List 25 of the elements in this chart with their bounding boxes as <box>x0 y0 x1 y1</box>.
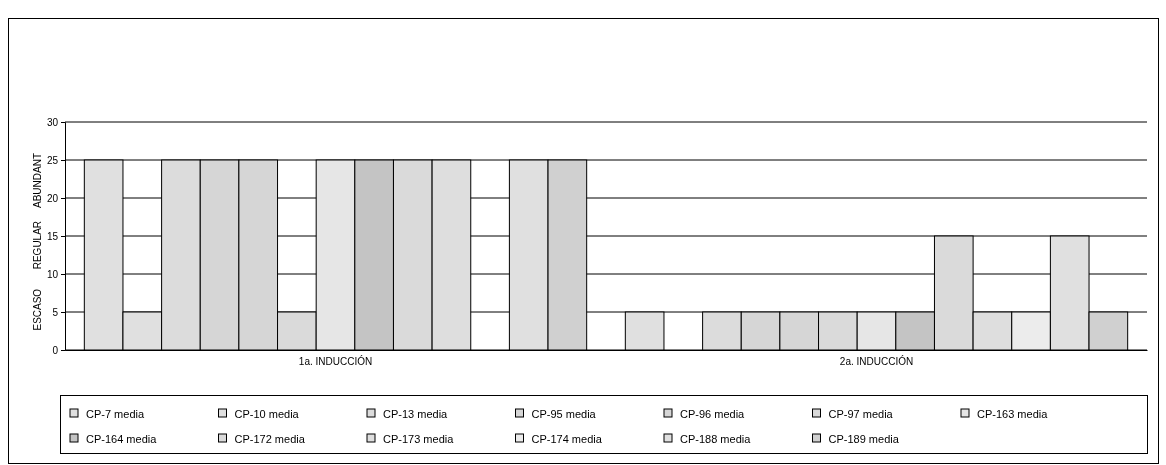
legend-label: CP-95 media <box>531 407 597 420</box>
legend-label: CP-96 media <box>680 407 746 420</box>
legend-label: CP-163 media <box>977 407 1049 420</box>
legend-label: CP-173 media <box>383 432 455 445</box>
y-tick-label: 0 <box>52 344 59 356</box>
legend-label: CP-164 media <box>86 432 158 445</box>
legend-label: CP-7 media <box>86 407 145 420</box>
y-tick-label: 20 <box>46 192 59 204</box>
y-tick-label: 15 <box>46 230 59 242</box>
legend-label: CP-13 media <box>383 407 449 420</box>
legend-label: CP-174 media <box>531 432 603 445</box>
y-tick-label: 10 <box>46 268 59 280</box>
text: ESCASO <box>32 288 43 331</box>
legend-label: CP-188 media <box>680 432 752 445</box>
legend-label: CP-10 media <box>234 407 300 420</box>
x-tick-label: 1a. INDUCCIÓN <box>298 355 373 368</box>
text: ABUNDANT <box>32 152 43 209</box>
legend-label: CP-172 media <box>234 432 306 445</box>
text: REGULAR <box>32 220 43 270</box>
legend-label: CP-97 media <box>828 407 894 420</box>
x-tick-label: 2a. INDUCCIÓN <box>839 355 914 368</box>
y-tick-label: 5 <box>52 306 59 318</box>
y-tick-label: 30 <box>46 116 59 128</box>
y-tick-label: 25 <box>46 154 59 166</box>
legend-label: CP-189 media <box>828 432 900 445</box>
